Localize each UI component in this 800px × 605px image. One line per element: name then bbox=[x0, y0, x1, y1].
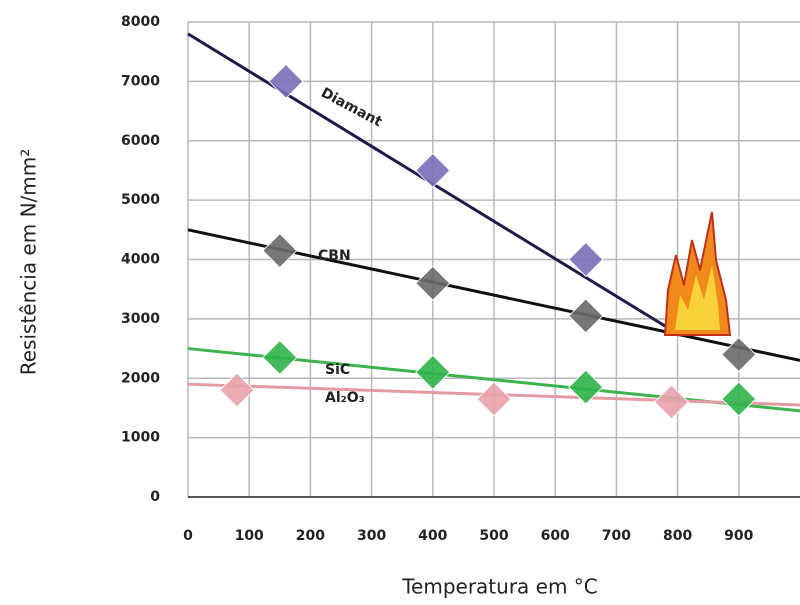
x-tick-label: 500 bbox=[479, 528, 508, 544]
x-tick-label: 300 bbox=[357, 528, 386, 544]
data-marker bbox=[415, 265, 451, 301]
plot-area: 0 1000 2000 3000 4000 5000 6000 7000 8000 0 100 200… bbox=[121, 14, 800, 544]
data-marker bbox=[415, 152, 451, 189]
y-tick-label: 1000 bbox=[121, 430, 160, 446]
series-label: Al₂O₃ bbox=[325, 390, 365, 406]
y-tick-label: 0 bbox=[150, 489, 160, 505]
y-tick-label: 2000 bbox=[121, 370, 160, 386]
x-tick-label: 200 bbox=[296, 528, 325, 544]
series-label: SiC bbox=[325, 362, 350, 378]
data-marker bbox=[721, 381, 757, 417]
x-tick-label: 100 bbox=[235, 528, 264, 544]
data-marker bbox=[219, 372, 255, 408]
y-tick-label: 5000 bbox=[121, 192, 160, 208]
data-marker bbox=[568, 298, 604, 334]
data-marker bbox=[568, 369, 604, 405]
x-tick-label: 400 bbox=[418, 528, 447, 544]
data-marker bbox=[653, 384, 690, 420]
y-tick-label: 6000 bbox=[121, 133, 160, 149]
x-tick-label: 900 bbox=[724, 528, 753, 544]
data-marker bbox=[568, 241, 604, 278]
y-tick-label: 8000 bbox=[121, 14, 160, 30]
x-tick-label: 700 bbox=[602, 528, 631, 544]
x-tick-label: 600 bbox=[541, 528, 570, 544]
data-marker bbox=[721, 336, 757, 373]
data-marker bbox=[415, 354, 451, 391]
y-tick-label: 3000 bbox=[121, 311, 160, 327]
data-marker bbox=[476, 381, 512, 417]
data-marker bbox=[268, 63, 304, 100]
y-tick-label: 7000 bbox=[121, 73, 160, 89]
y-axis-title: Resistência em N/mm² bbox=[17, 149, 41, 376]
flame-icon bbox=[663, 211, 732, 336]
data-marker bbox=[262, 339, 298, 376]
series-label: CBN bbox=[318, 248, 351, 264]
x-tick-label: 0 bbox=[183, 528, 193, 544]
series-label: Diamant bbox=[318, 85, 385, 131]
x-axis-title: Temperatura em °C bbox=[401, 575, 598, 599]
data-marker bbox=[262, 232, 298, 269]
x-tick-label: 800 bbox=[663, 528, 692, 544]
y-tick-label: 4000 bbox=[121, 252, 160, 268]
